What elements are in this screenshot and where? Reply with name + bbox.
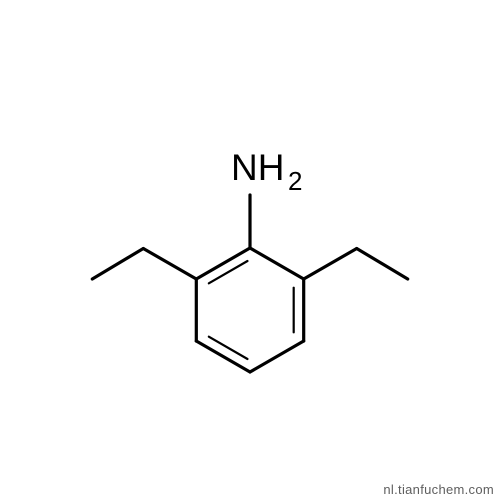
watermark-text: nl.tianfuchem.com bbox=[383, 482, 494, 497]
molecule-svg: NH2 bbox=[0, 0, 500, 500]
svg-text:NH: NH bbox=[231, 147, 284, 188]
image-container: NH2 nl.tianfuchem.com bbox=[0, 0, 500, 500]
svg-text:2: 2 bbox=[288, 166, 302, 196]
